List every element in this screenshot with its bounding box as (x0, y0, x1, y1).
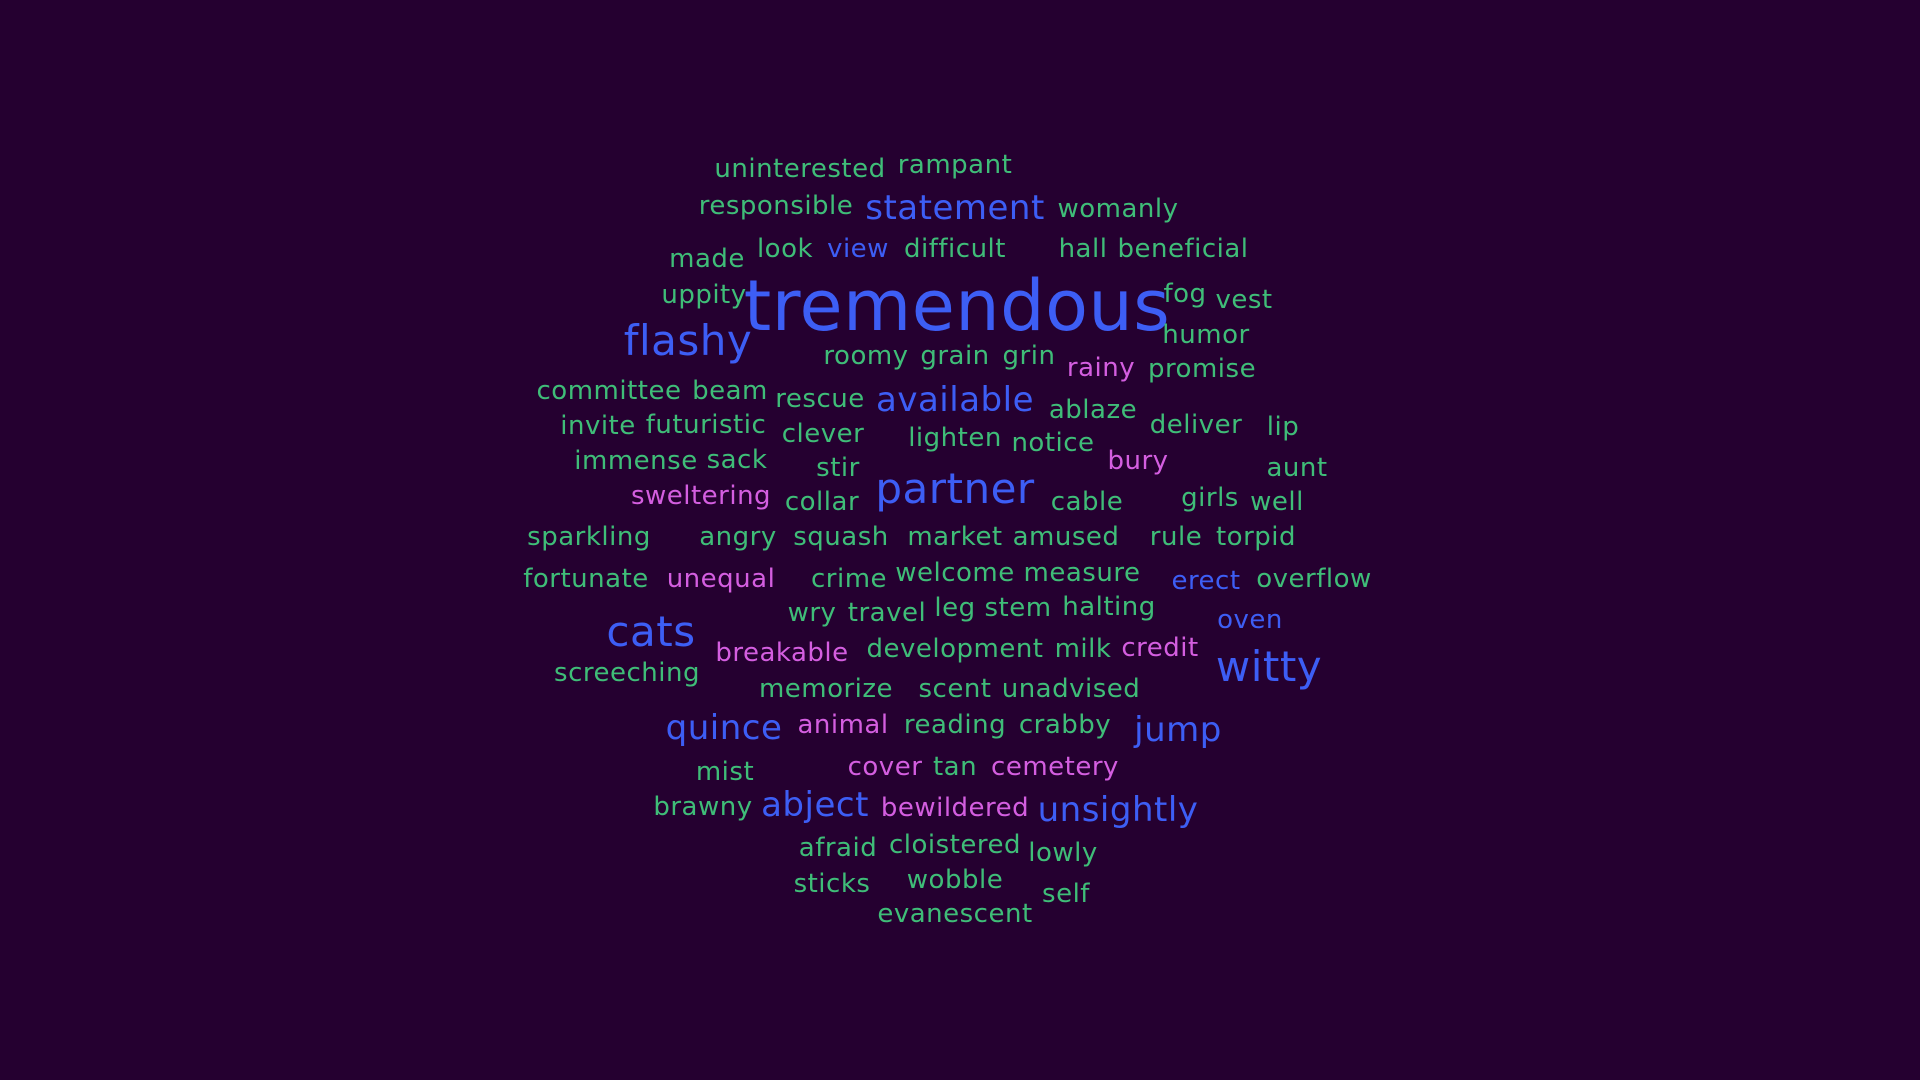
cloud-word-flashy: flashy (623, 316, 753, 365)
cloud-word-sweltering: sweltering (630, 481, 772, 511)
cloud-word-beam: beam (692, 376, 768, 406)
cloud-word-immense: immense (574, 446, 698, 476)
cloud-word-notice: notice (1011, 428, 1095, 458)
cloud-word-aunt: aunt (1266, 453, 1328, 483)
cloud-word-afraid: afraid (798, 833, 878, 863)
cloud-word-vest: vest (1215, 285, 1273, 315)
cloud-word-deliver: deliver (1149, 410, 1243, 440)
cloud-word-made: made (669, 244, 745, 274)
cloud-word-sticks: sticks (793, 869, 871, 899)
cloud-word-travel: travel (847, 598, 927, 628)
cloud-word-well: well (1250, 487, 1304, 517)
cloud-word-rule: rule (1149, 522, 1203, 552)
cloud-word-hall: hall (1058, 234, 1108, 264)
cloud-word-amused: amused (1012, 522, 1120, 552)
cloud-word-sparkling: sparkling (527, 522, 651, 552)
cloud-word-rescue: rescue (775, 384, 865, 414)
cloud-word-milk: milk (1054, 634, 1112, 664)
cloud-word-grain: grain (920, 341, 990, 371)
cloud-word-tan: tan (932, 752, 978, 782)
cloud-word-cover: cover (847, 752, 923, 782)
cloud-word-unequal: unequal (666, 564, 776, 594)
cloud-word-brawny: brawny (653, 792, 753, 822)
cloud-word-lowly: lowly (1028, 838, 1098, 868)
cloud-word-market: market (907, 522, 1003, 552)
cloud-word-measure: measure (1023, 558, 1141, 588)
cloud-word-view: view (827, 234, 889, 264)
cloud-word-womanly: womanly (1057, 194, 1179, 224)
cloud-word-bewildered: bewildered (880, 793, 1030, 823)
cloud-word-available: available (876, 380, 1034, 420)
cloud-word-fortunate: fortunate (523, 564, 649, 594)
cloud-word-tremendous: tremendous (743, 265, 1171, 347)
cloud-word-partner: partner (875, 464, 1035, 513)
cloud-word-witty: witty (1215, 642, 1323, 691)
cloud-word-lip: lip (1266, 412, 1300, 442)
cloud-word-scent: scent (918, 674, 992, 704)
cloud-word-responsible: responsible (698, 191, 854, 221)
cloud-word-quince: quince (665, 708, 783, 748)
cloud-word-fog: fog (1163, 279, 1207, 309)
cloud-word-overflow: overflow (1256, 564, 1372, 594)
cloud-word-angry: angry (699, 522, 777, 552)
cloud-word-wry: wry (787, 598, 837, 628)
cloud-word-cloistered: cloistered (888, 830, 1022, 860)
cloud-word-uppity: uppity (661, 280, 747, 310)
cloud-word-development: development (866, 634, 1044, 664)
cloud-word-unsightly: unsightly (1037, 790, 1199, 830)
cloud-word-committee: committee (536, 376, 682, 406)
cloud-word-animal: animal (797, 710, 889, 740)
cloud-word-clever: clever (781, 419, 865, 449)
cloud-word-evanescent: evanescent (877, 899, 1033, 929)
cloud-word-uninterested: uninterested (714, 154, 886, 184)
cloud-word-roomy: roomy (823, 341, 909, 371)
cloud-word-oven: oven (1217, 605, 1283, 635)
cloud-word-beneficial: beneficial (1117, 234, 1249, 264)
cloud-word-reading: reading (903, 710, 1007, 740)
cloud-word-cemetery: cemetery (991, 752, 1119, 782)
cloud-word-cable: cable (1050, 487, 1124, 517)
cloud-word-grin: grin (1002, 341, 1056, 371)
cloud-word-futuristic: futuristic (645, 410, 767, 440)
cloud-word-look: look (756, 234, 814, 264)
cloud-word-collar: collar (784, 487, 860, 517)
cloud-word-unadvised: unadvised (1001, 674, 1141, 704)
cloud-word-difficult: difficult (904, 234, 1006, 264)
cloud-word-crime: crime (810, 564, 888, 594)
cloud-word-welcome: welcome (895, 558, 1015, 588)
cloud-word-ablaze: ablaze (1048, 395, 1138, 425)
cloud-word-leg: leg (934, 593, 976, 623)
cloud-word-girls: girls (1181, 483, 1239, 513)
cloud-word-statement: statement (865, 188, 1045, 228)
cloud-word-sack: sack (706, 445, 768, 475)
cloud-word-stem: stem (984, 593, 1052, 623)
cloud-word-erect: erect (1171, 566, 1241, 596)
cloud-word-jump: jump (1134, 710, 1222, 750)
cloud-word-rampant: rampant (897, 150, 1013, 180)
cloud-word-squash: squash (793, 522, 889, 552)
cloud-word-abject: abject (761, 785, 869, 825)
cloud-word-invite: invite (560, 411, 636, 441)
cloud-word-memorize: memorize (758, 674, 894, 704)
cloud-word-bury: bury (1107, 446, 1169, 476)
cloud-word-cats: cats (606, 607, 696, 656)
cloud-word-humor: humor (1162, 320, 1250, 350)
cloud-word-lighten: lighten (908, 423, 1002, 453)
cloud-word-rainy: rainy (1066, 353, 1136, 383)
cloud-word-wobble: wobble (906, 865, 1004, 895)
cloud-word-screeching: screeching (554, 658, 700, 688)
cloud-word-crabby: crabby (1018, 710, 1112, 740)
cloud-word-torpid: torpid (1215, 522, 1297, 552)
cloud-word-mist: mist (695, 757, 755, 787)
cloud-word-self: self (1042, 879, 1090, 909)
cloud-word-breakable: breakable (715, 638, 849, 668)
cloud-word-halting: halting (1062, 592, 1156, 622)
cloud-word-promise: promise (1147, 354, 1257, 384)
cloud-word-credit: credit (1121, 633, 1199, 663)
cloud-word-stir: stir (816, 453, 860, 483)
